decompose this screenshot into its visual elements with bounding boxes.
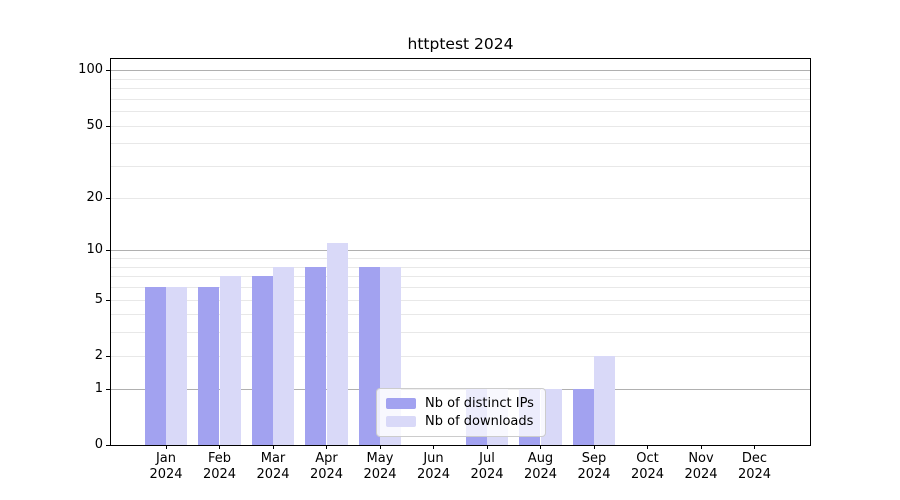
bar-sep-downloads [594,355,616,445]
legend-label-downloads: Nb of downloads [425,413,534,429]
y-gridline-major [111,70,810,72]
chart-title: httptest 2024 [407,35,514,53]
x-tick-label: Oct 2024 [630,451,665,482]
x-tick-label: Nov 2024 [684,451,718,482]
x-tick-mark [700,445,702,449]
legend-item-distinct-ips: Nb of distinct IPs [386,395,537,413]
y-tick-label: 5 [94,291,103,307]
x-tick-label: May 2024 [363,451,397,482]
x-tick-mark [647,445,648,449]
x-tick-mark [219,445,220,449]
y-gridline-minor [111,166,810,168]
x-tick-mark [272,445,274,449]
legend-swatch-distinct-ips [386,398,416,410]
x-tick-mark [326,445,327,449]
x-tick-label: Sep 2024 [577,451,611,482]
y-gridline-minor [111,355,810,357]
legend-item-downloads: Nb of downloads [386,413,537,431]
bar-jan-downloads [166,287,188,445]
x-tick-mark [165,445,167,449]
y-gridline-minor [111,332,810,334]
y-gridline-minor [111,111,810,113]
y-gridline-minor [111,258,810,260]
x-tick-mark [379,445,381,449]
y-tick-mark [106,250,110,252]
y-tick-label: 0 [94,437,103,452]
y-tick-mark [106,299,110,301]
bar-apr-distinct-ips [305,266,327,445]
y-gridline-minor [111,125,810,127]
y-gridline-minor [111,78,810,80]
legend-label-distinct-ips: Nb of distinct IPs [425,396,534,412]
y-tick-mark [106,445,110,446]
bar-mar-distinct-ips [251,276,273,445]
x-tick-mark [593,445,595,449]
y-gridline-minor [111,286,810,288]
x-tick-label: Jan 2024 [149,451,183,482]
bar-apr-downloads [326,243,348,445]
legend: Nb of distinct IPs Nb of downloads [376,388,546,437]
y-tick-label: 10 [86,242,103,258]
y-tick-mark [106,197,110,199]
x-tick-label: Mar 2024 [256,451,290,482]
x-tick-label: Aug 2024 [523,451,558,482]
x-tick-label: Feb 2024 [202,451,237,482]
plot-area: Nb of distinct IPs Nb of downloads [110,58,811,446]
y-gridline-minor [111,314,810,316]
x-tick-mark [433,445,434,449]
x-tick-mark [540,445,541,449]
x-tick-label: Jul 2024 [470,451,504,482]
bar-feb-downloads [219,276,241,445]
y-tick-label: 20 [86,189,103,205]
x-tick-label: Apr 2024 [309,451,344,482]
x-tick-mark [754,445,755,449]
bar-feb-distinct-ips [198,287,220,445]
y-gridline-minor [111,299,810,301]
y-gridline-major [111,250,810,252]
y-gridline-minor [111,88,810,90]
bar-may-distinct-ips [358,266,380,445]
y-tick-label: 2 [94,347,103,363]
x-tick-label: Jun 2024 [416,451,451,482]
y-tick-label: 1 [94,380,103,396]
y-gridline-minor [111,197,810,199]
x-tick-label: Dec 2024 [737,451,772,482]
y-tick-label: 100 [78,62,103,78]
y-gridline-minor [111,143,810,145]
y-gridline-minor [111,98,810,100]
x-tick-mark [486,445,488,449]
y-tick-mark [106,388,110,390]
bar-jan-distinct-ips [144,287,166,445]
y-tick-label: 50 [86,117,103,133]
legend-swatch-downloads [386,415,416,427]
y-tick-mark [106,70,110,72]
y-tick-mark [106,125,110,127]
y-tick-mark [106,355,110,357]
bar-sep-distinct-ips [572,388,594,445]
y-gridline-minor [111,266,810,268]
y-gridline-minor [111,276,810,278]
bar-mar-downloads [273,266,295,445]
